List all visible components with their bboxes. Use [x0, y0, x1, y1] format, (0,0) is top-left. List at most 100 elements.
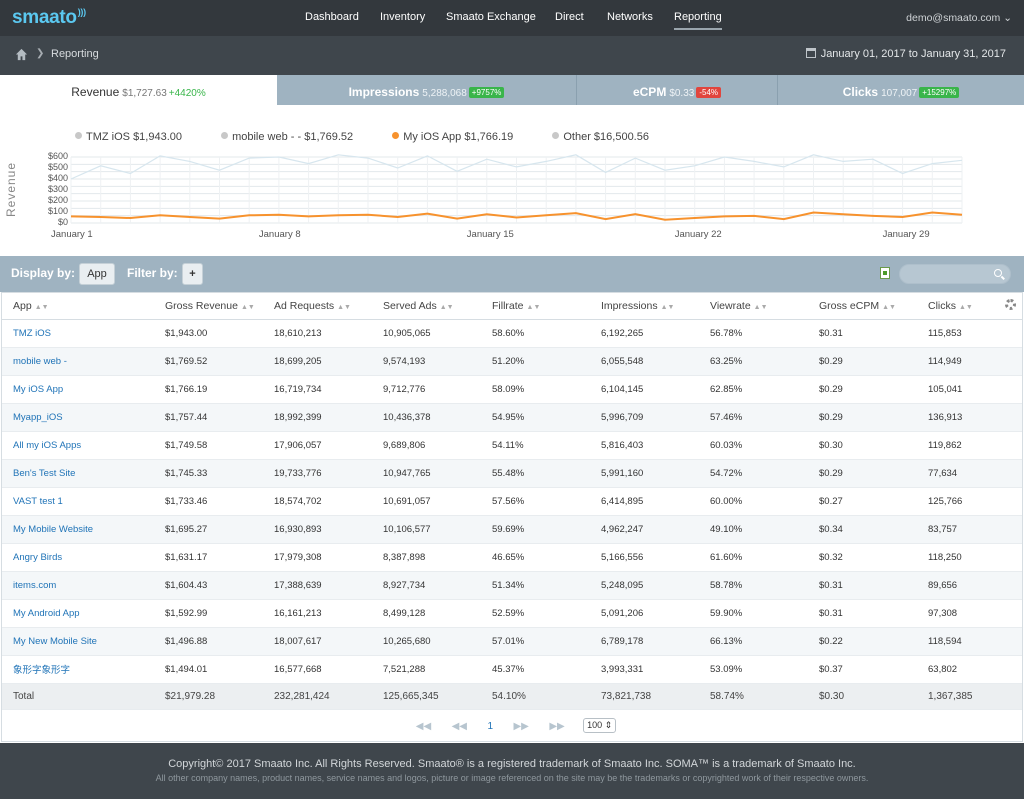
report-table: App ▲▼ Gross Revenue ▲▼ Ad Requests ▲▼ Served …: [1, 292, 1023, 742]
app-link[interactable]: mobile web -: [13, 355, 67, 367]
app-link[interactable]: My New Mobile Site: [13, 635, 97, 647]
table-cell: 57.56%: [481, 487, 590, 516]
app-link[interactable]: items.com: [13, 579, 57, 591]
app-link[interactable]: Myapp_iOS: [13, 411, 63, 423]
display-by-app-button[interactable]: App: [79, 263, 115, 285]
nav-reporting[interactable]: Reporting: [674, 11, 722, 30]
table-cell[interactable]: All my iOS Apps: [2, 431, 154, 460]
app-link[interactable]: TMZ iOS: [13, 327, 51, 339]
table-body: TMZ iOS $1,943.00 18,610,213 10,905,065 58.6…: [2, 319, 1022, 710]
tab-clicks[interactable]: Clicks 107,007 +15297%: [778, 75, 1024, 105]
legend-item[interactable]: mobile web - - $1,769.52: [221, 131, 353, 143]
column-header[interactable]: Clicks ▲▼: [917, 293, 1022, 320]
total-cell: 73,821,738: [590, 683, 699, 710]
first-page-icon[interactable]: ◀◀: [415, 721, 432, 732]
date-range-picker[interactable]: January 01, 2017 to January 31, 2017: [805, 47, 1006, 60]
table-cell: $1,733.46: [154, 487, 263, 516]
tab-revenue[interactable]: Revenue $1,727.63 +4420%: [0, 75, 277, 105]
column-header-label: Impressions: [601, 299, 658, 312]
app-link[interactable]: My Android App: [13, 607, 80, 619]
column-header[interactable]: Served Ads ▲▼: [372, 293, 481, 320]
home-icon[interactable]: [15, 48, 28, 61]
table-cell: 63,802: [917, 655, 1022, 684]
table-cell: 59.69%: [481, 515, 590, 544]
sort-icon[interactable]: ▲▼: [660, 303, 675, 311]
sort-icon[interactable]: ▲▼: [526, 303, 541, 311]
table-cell: 8,387,898: [372, 543, 481, 572]
legend-dot: [75, 132, 82, 139]
signal-icon: ))): [77, 7, 86, 17]
table-cell[interactable]: Ben's Test Site: [2, 459, 154, 488]
tab-value: 5,288,068: [422, 88, 467, 99]
column-header[interactable]: Ad Requests ▲▼: [263, 293, 372, 320]
column-header[interactable]: Impressions ▲▼: [590, 293, 699, 320]
table-cell[interactable]: Myapp_iOS: [2, 403, 154, 432]
nav-smaato-exchange[interactable]: Smaato Exchange: [446, 11, 536, 23]
table-cell[interactable]: My Android App: [2, 599, 154, 628]
column-header[interactable]: Gross eCPM ▲▼: [808, 293, 917, 320]
column-header[interactable]: App ▲▼: [2, 293, 154, 320]
table-cell[interactable]: TMZ iOS: [2, 319, 154, 348]
column-header[interactable]: Fillrate ▲▼: [481, 293, 590, 320]
app-link[interactable]: VAST test 1: [13, 495, 63, 507]
page-size-select[interactable]: 100 ⇕: [583, 718, 617, 733]
trademark-disclaimer: All other company names, product names, …: [155, 773, 869, 783]
table-cell: 17,388,639: [263, 571, 372, 600]
tab-impressions[interactable]: Impressions 5,288,068 +9757%: [277, 75, 577, 105]
table-cell: 5,091,206: [590, 599, 699, 628]
table-cell: $0.31: [808, 599, 917, 628]
app-link[interactable]: Ben's Test Site: [13, 467, 76, 479]
tab-ecpm[interactable]: eCPM $0.33 -54%: [577, 75, 778, 105]
table-cell[interactable]: 象形字象形字: [2, 655, 154, 684]
date-range-text: January 01, 2017 to January 31, 2017: [820, 48, 1006, 60]
last-page-icon[interactable]: ▶▶: [549, 721, 565, 732]
table-cell[interactable]: My Mobile Website: [2, 515, 154, 544]
app-link[interactable]: My Mobile Website: [13, 523, 94, 535]
legend-item[interactable]: TMZ iOS $1,943.00: [75, 131, 182, 143]
sort-icon[interactable]: ▲▼: [240, 303, 255, 311]
table-cell: 4,962,247: [590, 515, 699, 544]
table-cell[interactable]: My iOS App: [2, 375, 154, 404]
column-header[interactable]: Viewrate ▲▼: [699, 293, 808, 320]
app-link[interactable]: All my iOS Apps: [13, 439, 82, 451]
sort-icon[interactable]: ▲▼: [337, 303, 351, 311]
sort-icon[interactable]: ▲▼: [882, 303, 896, 311]
table-cell[interactable]: My New Mobile Site: [2, 627, 154, 656]
y-tick-label: $400: [47, 173, 68, 183]
export-excel-icon[interactable]: [880, 267, 890, 279]
subheader: ❯ Reporting January 01, 2017 to January …: [0, 36, 1024, 75]
table-cell[interactable]: VAST test 1: [2, 487, 154, 516]
table-cell: 105,041: [917, 375, 1022, 404]
column-header[interactable]: Gross Revenue ▲▼: [154, 293, 263, 320]
nav-dashboard[interactable]: Dashboard: [305, 11, 359, 23]
calendar-icon: [805, 48, 816, 58]
app-link[interactable]: Angry Birds: [13, 551, 63, 563]
table-cell: $0.34: [808, 515, 917, 544]
sort-icon[interactable]: ▲▼: [34, 303, 49, 311]
sort-icon[interactable]: ▲▼: [959, 303, 973, 311]
legend-item[interactable]: My iOS App $1,766.19: [392, 131, 513, 143]
table-cell[interactable]: Angry Birds: [2, 543, 154, 572]
nav-inventory[interactable]: Inventory: [380, 11, 426, 23]
app-link[interactable]: My iOS App: [13, 383, 64, 395]
search-input[interactable]: [899, 264, 1011, 284]
smaato-logo[interactable]: smaato))): [12, 7, 86, 28]
table-cell[interactable]: mobile web -: [2, 347, 154, 376]
legend-item[interactable]: Other $16,500.56: [552, 131, 649, 143]
app-link[interactable]: 象形字象形字: [13, 665, 71, 676]
sort-icon[interactable]: ▲▼: [439, 303, 454, 311]
tab-change: +4420%: [168, 88, 206, 99]
table-cell[interactable]: items.com: [2, 571, 154, 600]
table-cell: 83,757: [917, 515, 1022, 544]
current-page-number[interactable]: 1: [487, 721, 494, 732]
nav-networks[interactable]: Networks: [607, 11, 653, 23]
search-icon[interactable]: [994, 269, 1002, 277]
next-page-icon[interactable]: ▶▶: [513, 721, 529, 732]
previous-page-icon[interactable]: ◀◀: [451, 721, 467, 732]
sort-icon[interactable]: ▲▼: [753, 303, 768, 311]
series-line: [70, 154, 963, 180]
gear-icon[interactable]: [1005, 299, 1016, 310]
user-menu[interactable]: demo@smaato.com ⌄: [906, 12, 1012, 24]
nav-direct[interactable]: Direct: [555, 11, 584, 23]
add-filter-button[interactable]: +: [182, 263, 203, 285]
